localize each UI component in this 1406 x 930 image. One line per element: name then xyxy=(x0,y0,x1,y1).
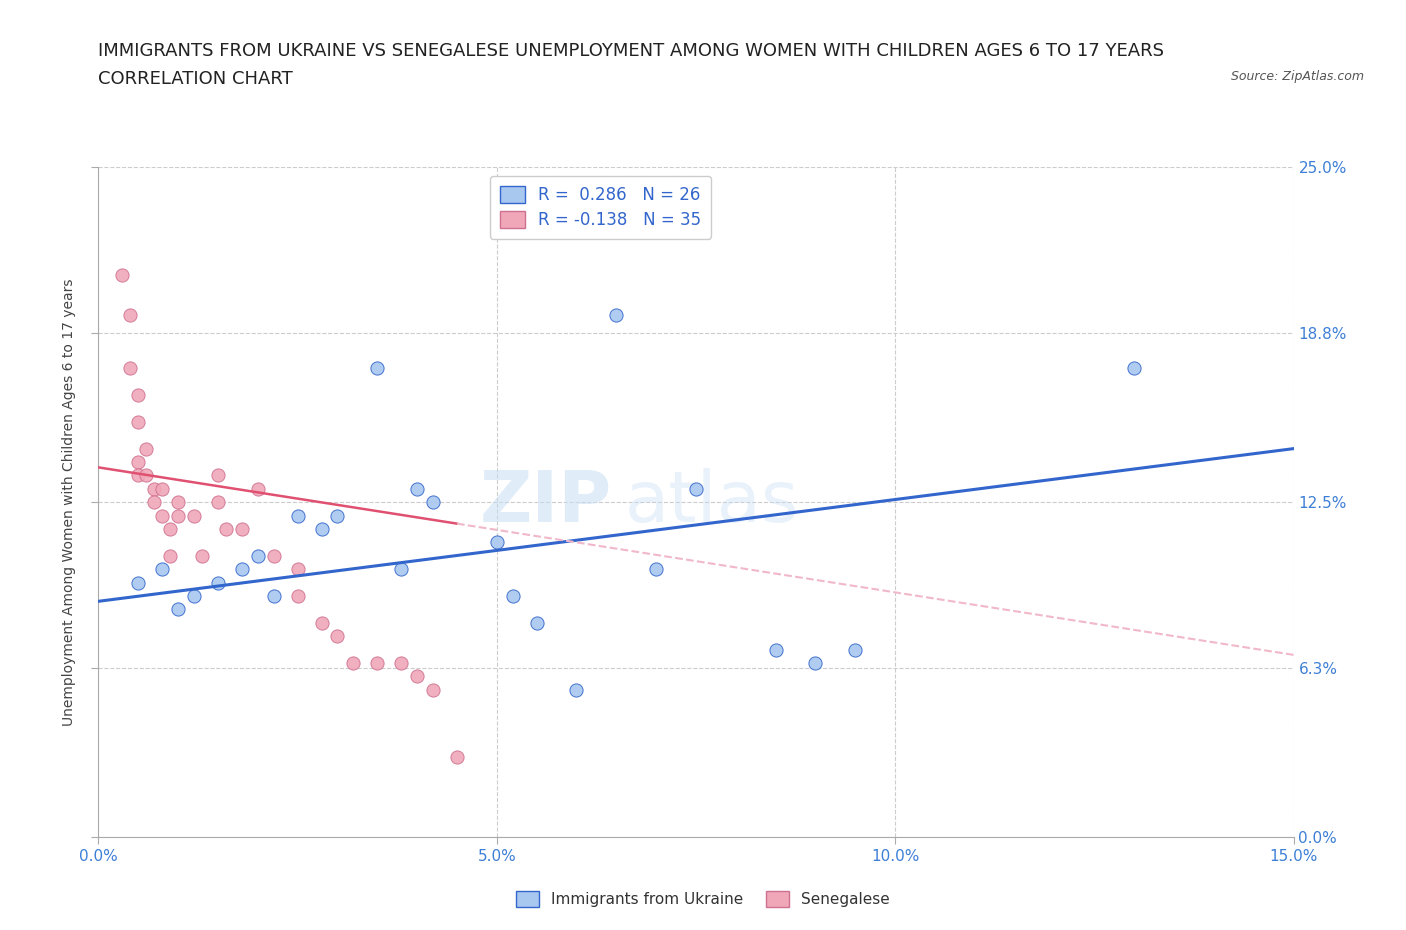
Point xyxy=(246,482,269,497)
Point xyxy=(1123,361,1146,376)
Point xyxy=(287,562,309,577)
Point xyxy=(263,589,285,604)
Text: ZIP: ZIP xyxy=(479,468,613,537)
Point xyxy=(366,656,388,671)
Point xyxy=(183,508,205,523)
Point xyxy=(246,549,269,564)
Text: CORRELATION CHART: CORRELATION CHART xyxy=(98,70,294,87)
Point xyxy=(135,441,157,456)
Point xyxy=(167,508,190,523)
Point xyxy=(127,415,149,430)
Point xyxy=(231,562,253,577)
Point xyxy=(422,495,444,510)
Point xyxy=(183,589,205,604)
Point xyxy=(326,508,349,523)
Legend: R =  0.286   N = 26, R = -0.138   N = 35: R = 0.286 N = 26, R = -0.138 N = 35 xyxy=(489,176,711,239)
Point xyxy=(191,549,214,564)
Point xyxy=(111,267,134,282)
Y-axis label: Unemployment Among Women with Children Ages 6 to 17 years: Unemployment Among Women with Children A… xyxy=(62,278,76,726)
Point xyxy=(167,495,190,510)
Point xyxy=(127,455,149,470)
Point xyxy=(311,522,333,537)
Point xyxy=(502,589,524,604)
Text: Source: ZipAtlas.com: Source: ZipAtlas.com xyxy=(1230,70,1364,83)
Point xyxy=(366,361,388,376)
Point xyxy=(207,495,229,510)
Point xyxy=(287,589,309,604)
Point xyxy=(645,562,668,577)
Point xyxy=(207,575,229,590)
Point xyxy=(844,642,866,657)
Point xyxy=(526,616,548,631)
Text: atlas: atlas xyxy=(624,468,799,537)
Point xyxy=(389,562,412,577)
Point xyxy=(143,495,166,510)
Point xyxy=(120,361,142,376)
Point xyxy=(311,616,333,631)
Point xyxy=(207,468,229,483)
Point xyxy=(565,683,588,698)
Point xyxy=(685,482,707,497)
Point xyxy=(287,508,309,523)
Point xyxy=(150,482,173,497)
Point xyxy=(127,575,149,590)
Point xyxy=(765,642,787,657)
Point xyxy=(422,683,444,698)
Point xyxy=(127,388,149,403)
Point xyxy=(485,535,508,550)
Point xyxy=(446,750,468,764)
Point xyxy=(143,482,166,497)
Point xyxy=(120,307,142,322)
Point xyxy=(231,522,253,537)
Point xyxy=(167,602,190,617)
Point xyxy=(406,669,429,684)
Point xyxy=(150,508,173,523)
Point xyxy=(135,468,157,483)
Point xyxy=(263,549,285,564)
Point xyxy=(804,656,827,671)
Legend: Immigrants from Ukraine, Senegalese: Immigrants from Ukraine, Senegalese xyxy=(510,884,896,913)
Point xyxy=(159,549,181,564)
Text: IMMIGRANTS FROM UKRAINE VS SENEGALESE UNEMPLOYMENT AMONG WOMEN WITH CHILDREN AGE: IMMIGRANTS FROM UKRAINE VS SENEGALESE UN… xyxy=(98,42,1164,60)
Point xyxy=(389,656,412,671)
Point xyxy=(406,482,429,497)
Point xyxy=(159,522,181,537)
Point xyxy=(127,468,149,483)
Point xyxy=(326,629,349,644)
Point xyxy=(342,656,364,671)
Point xyxy=(605,307,627,322)
Point xyxy=(215,522,238,537)
Point xyxy=(150,562,173,577)
